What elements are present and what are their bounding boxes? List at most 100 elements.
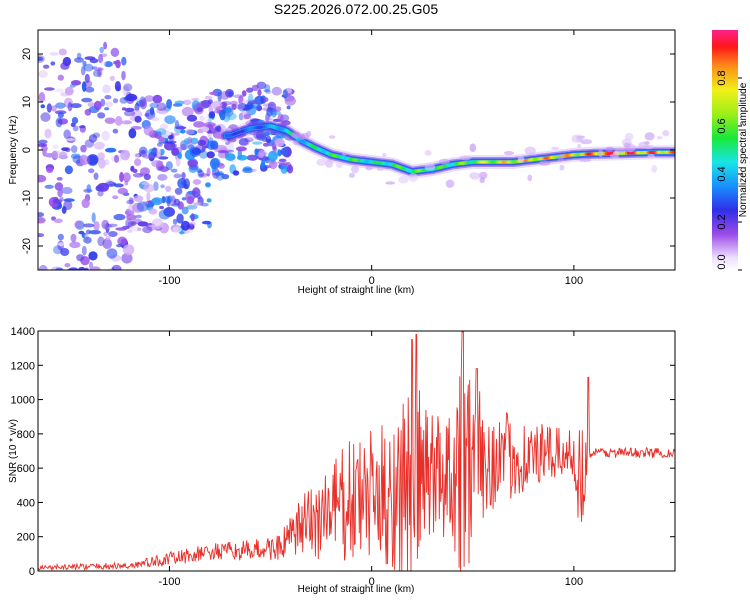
heatmap-cell (610, 153, 620, 159)
heatmap-cell (151, 218, 164, 230)
heatmap-cell (55, 117, 63, 128)
heatmap-cell (469, 143, 477, 152)
heatmap-cell (59, 151, 68, 160)
heatmap-cell (99, 46, 104, 54)
heatmap-cell (243, 113, 252, 120)
heatmap-cell (146, 191, 151, 202)
heatmap-cell (38, 212, 44, 218)
heatmap-cell (156, 148, 161, 158)
heatmap-cell (105, 179, 114, 185)
heatmap-cell (156, 102, 167, 112)
heatmap-cell (187, 159, 198, 168)
heatmap-cell (57, 189, 63, 198)
heatmap-cell (70, 153, 81, 159)
heatmap-cell (149, 107, 155, 116)
heatmap-cell (70, 145, 78, 154)
heatmap-cell (93, 221, 100, 231)
heatmap-cell (271, 86, 282, 96)
heatmap-cell (236, 154, 248, 161)
heatmap-cell (134, 103, 140, 112)
heatmap-cell (204, 95, 213, 100)
heatmap-cell (140, 167, 150, 176)
heatmap-cell (186, 196, 195, 205)
x-tick-label: -100 (158, 275, 180, 287)
heatmap-cell (100, 61, 107, 66)
heatmap-cell (382, 153, 387, 157)
heatmap-cell (97, 182, 109, 192)
heatmap-cell (38, 233, 45, 238)
heatmap-cell (166, 99, 173, 109)
heatmap-cell (121, 107, 127, 111)
y-tick-label: 20 (21, 48, 33, 60)
heatmap-cell (38, 56, 44, 61)
heatmap-cell (316, 158, 327, 166)
heatmap-cell (98, 158, 106, 169)
heatmap-cell (65, 138, 76, 142)
heatmap-cell (172, 226, 182, 233)
heatmap-cell (351, 165, 359, 174)
heatmap-cell (251, 168, 257, 172)
heatmap-cell (74, 57, 84, 63)
heatmap-cell (193, 121, 205, 128)
heatmap-cell (102, 238, 112, 250)
heatmap-cell (89, 230, 101, 235)
heatmap-cell (78, 266, 86, 270)
heatmap-cell (84, 139, 95, 148)
heatmap-cell (217, 150, 228, 154)
heatmap-cell (113, 213, 126, 221)
heatmap-cell (662, 130, 670, 137)
heatmap-cell (76, 254, 84, 262)
heatmap-cell (87, 154, 99, 165)
heatmap-cell (207, 99, 213, 105)
heatmap-cell (183, 99, 192, 106)
heatmap-cell (277, 113, 284, 123)
heatmap-cell (105, 147, 117, 153)
colorbar-tick-label: 0.6 (716, 118, 728, 133)
heatmap-cell (120, 120, 133, 125)
heatmap-cell (91, 212, 96, 223)
heatmap-cell (128, 128, 137, 139)
heatmap-cell (185, 129, 195, 135)
heatmap-cell (284, 96, 296, 106)
heatmap-cell (64, 86, 74, 96)
heatmap-cell (53, 218, 63, 223)
heatmap-cell (101, 130, 110, 141)
heatmap-cell (83, 223, 95, 228)
heatmap-cell (225, 153, 236, 161)
heatmap-cell (51, 105, 57, 112)
heatmap-cell (248, 93, 254, 104)
heatmap-cell (149, 102, 159, 109)
heatmap-cell (398, 175, 409, 184)
heatmap-cell (92, 69, 102, 77)
heatmap-cell (191, 148, 202, 155)
heatmap-cell (268, 160, 278, 170)
heatmap-cell (110, 47, 120, 58)
heatmap-cell (260, 95, 267, 104)
heatmap-cell (115, 59, 121, 69)
heatmap-cell (113, 265, 121, 270)
heatmap-cell (134, 158, 142, 167)
heatmap-cell (227, 91, 234, 97)
heatmap-cell (173, 198, 180, 206)
heatmap-cell (70, 103, 82, 109)
heatmap-cell (88, 251, 98, 261)
bottom-x-ticks: -100 0 100 (158, 331, 583, 588)
heatmap-cell (176, 213, 184, 224)
heatmap-cell (237, 102, 248, 112)
heatmap-cell (551, 146, 559, 150)
heatmap-cell (67, 102, 73, 112)
heatmap-cell (81, 97, 93, 103)
heatmap-cell (469, 172, 481, 180)
heatmap-cell (181, 106, 194, 117)
heatmap-cell (559, 164, 565, 171)
heatmap-cell (166, 196, 171, 207)
heatmap-cell (538, 160, 551, 166)
heatmap-cell (137, 227, 142, 231)
heatmap-cell (171, 147, 180, 156)
heatmap-cell (524, 146, 536, 155)
y-tick-label: 800 (17, 429, 35, 441)
x-tick-label: 100 (565, 275, 583, 287)
colorbar-ticks: 0.0 0.2 0.4 0.6 0.8 (716, 70, 742, 271)
heatmap-cell (61, 147, 69, 152)
heatmap-cell (55, 267, 64, 270)
